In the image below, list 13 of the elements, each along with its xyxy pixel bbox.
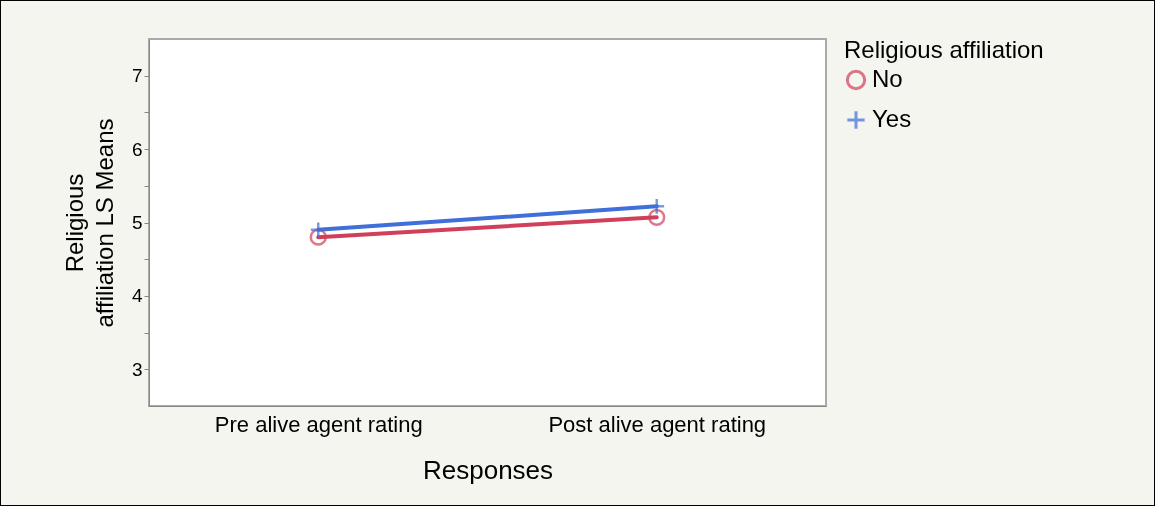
y-tick-label: 7 [131,65,143,87]
y-tick-label: 4 [131,285,143,307]
legend-title: Religious affiliation [844,36,1044,63]
x-tick-label: Pre alive agent rating [214,411,423,437]
x-axis-title: Responses [422,454,554,485]
legend-label: Yes [872,105,912,132]
legend-label: No [872,65,903,92]
y-tick-label: 6 [131,138,143,160]
x-tick-label: Post alive agent rating [548,411,767,437]
y-axis-title: Religious affiliation LS Means [60,118,118,328]
y-tick-label: 3 [131,358,143,380]
y-tick-label: 5 [131,212,143,233]
point [648,208,666,227]
